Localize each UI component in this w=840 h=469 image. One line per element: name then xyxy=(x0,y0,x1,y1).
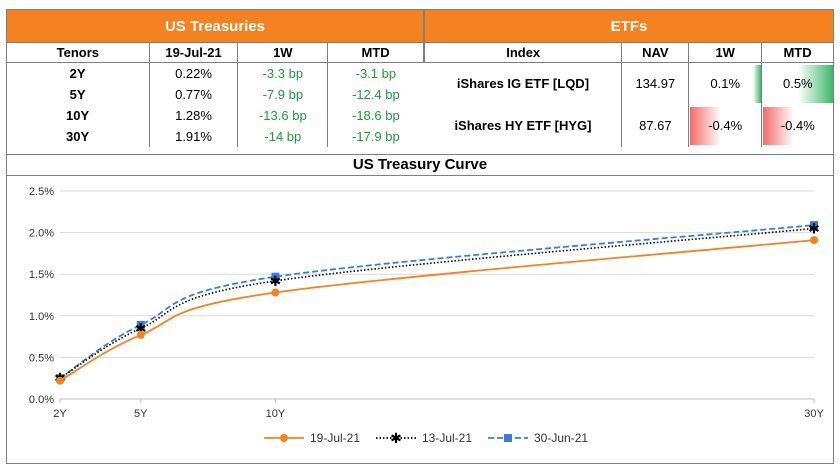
data-point xyxy=(56,376,64,385)
etf-1w-value: 0.1% xyxy=(710,76,741,92)
legend-label: 30-Jun-21 xyxy=(534,431,588,445)
data-point xyxy=(271,288,280,297)
etf-index-cell: iShares HY ETF [HYG] xyxy=(454,118,592,133)
legend-label: 13-Jul-21 xyxy=(422,431,472,445)
y-tick-label: 1.5% xyxy=(29,269,54,281)
y-tick-label: 2.5% xyxy=(29,186,54,198)
treasuries-title: US Treasuries xyxy=(6,9,424,43)
etf-mtd-value: 0.5% xyxy=(782,76,813,92)
data-point xyxy=(271,272,280,281)
col-mtd: MTD xyxy=(327,42,424,63)
etf-nav-cell: 134.97 xyxy=(621,62,689,105)
etf-mtd-cell: 0.5% xyxy=(761,62,834,105)
series-lines: ✱✱✱✱ xyxy=(54,221,820,387)
col-tenors: Tenors xyxy=(6,42,150,63)
databar-1w-hyg xyxy=(690,106,722,145)
y-tick-label: 1.0% xyxy=(29,311,54,323)
y-tick-label: 2.0% xyxy=(29,228,54,240)
grid-lines xyxy=(60,190,814,400)
tenor-cell: 2Y xyxy=(69,65,86,81)
etfs-title: ETFs xyxy=(424,9,834,43)
x-tick-label: 30Y xyxy=(804,408,824,420)
data-point xyxy=(810,236,818,245)
y-tick-label: 0.0% xyxy=(29,394,54,406)
data-point xyxy=(136,330,145,339)
col-etf-1w: 1W xyxy=(688,42,763,63)
data-point: ✱ xyxy=(270,274,282,290)
etf-mtd-value: -0.4% xyxy=(780,118,815,133)
data-point xyxy=(810,221,818,230)
change-mtd-cell: -3.1 bp xyxy=(327,62,424,84)
series-line xyxy=(59,227,815,379)
databar-mtd-lqd xyxy=(798,65,833,103)
x-tick-label: 5Y xyxy=(134,408,148,420)
yield-cell: 1.91% xyxy=(148,125,238,147)
table-row: 10Y 1.28% -13.6 bp -18.6 bp xyxy=(7,104,424,126)
change-mtd-cell: -12.4 bp xyxy=(327,83,424,105)
change-1w-cell: -3.3 bp xyxy=(237,62,328,84)
y-tick-label: 0.5% xyxy=(29,352,54,364)
data-point: ✱ xyxy=(135,321,147,337)
change-mtd-cell: -18.6 bp xyxy=(327,104,424,126)
etf-1w-cell: 0.1% xyxy=(688,62,762,105)
change-1w-cell: -13.6 bp xyxy=(237,104,328,126)
etfs-table: ETFs Index NAV 1W MTD iShares IG ETF [LQ… xyxy=(423,9,834,147)
yield-cell: 0.77% xyxy=(148,83,238,105)
etf-index-cell: iShares IG ETF [LQD] xyxy=(456,76,590,92)
col-nav: NAV xyxy=(621,42,690,63)
tenor-cell: 5Y xyxy=(69,86,86,102)
chart-title: US Treasury Curve xyxy=(6,154,834,176)
data-point: ✱ xyxy=(390,431,402,447)
change-mtd-cell: -17.9 bp xyxy=(327,125,424,147)
table-row: 5Y 0.77% -7.9 bp -12.4 bp xyxy=(7,83,424,105)
treasuries-table: US Treasuries Tenors 19-Jul-21 1W MTD 2Y… xyxy=(6,9,424,147)
tenor-cell: 10Y xyxy=(65,107,90,123)
chart-legend: 19-Jul-21 ✱ 13-Jul-21 30-Jun-21 xyxy=(264,431,588,447)
yield-cell: 0.22% xyxy=(148,62,238,84)
col-index: Index xyxy=(423,42,623,63)
data-point xyxy=(136,320,145,329)
data-point: ✱ xyxy=(808,221,820,237)
tenor-cell: 30Y xyxy=(65,128,90,144)
legend-label: 19-Jul-21 xyxy=(310,431,360,445)
etf-mtd-cell: -0.4% xyxy=(761,104,834,147)
y-axis: 0.0% 0.5% 1.0% 1.5% 2.0% 2.5% xyxy=(29,186,54,406)
etf-1w-cell: -0.4% xyxy=(688,104,762,147)
databar-1w-lqd xyxy=(753,65,762,103)
etf-nav-cell: 87.67 xyxy=(621,104,689,147)
table-row: 30Y 1.91% -14 bp -17.9 bp xyxy=(7,125,424,147)
etf-row: iShares IG ETF [LQD] 134.97 0.1% 0.5% xyxy=(425,62,834,105)
x-axis: 2Y 5Y 10Y 30Y xyxy=(53,398,824,420)
change-1w-cell: -7.9 bp xyxy=(237,83,328,105)
yield-cell: 1.28% xyxy=(148,104,238,126)
etf-row: iShares HY ETF [HYG] 87.67 -0.4% -0.4% xyxy=(425,104,834,147)
series-line xyxy=(59,224,815,379)
col-etf-mtd: MTD xyxy=(761,42,834,63)
col-1w: 1W xyxy=(237,42,329,63)
databar-mtd-hyg xyxy=(763,106,794,145)
col-date: 19-Jul-21 xyxy=(148,42,239,63)
change-1w-cell: -14 bp xyxy=(237,125,328,147)
data-point xyxy=(280,434,288,442)
x-tick-label: 10Y xyxy=(266,408,286,420)
treasury-curve-chart: 0.0% 0.5% 1.0% 1.5% 2.0% 2.5% 2Y 5Y 10Y 30Y ✱ ✱ ✱ ✱… xyxy=(29,186,825,447)
x-tick-label: 2Y xyxy=(53,408,67,420)
data-point xyxy=(504,434,512,442)
etf-1w-value: -0.4% xyxy=(708,118,743,133)
table-row: 2Y 0.22% -3.3 bp -3.1 bp xyxy=(7,62,424,84)
series-line xyxy=(59,239,815,382)
